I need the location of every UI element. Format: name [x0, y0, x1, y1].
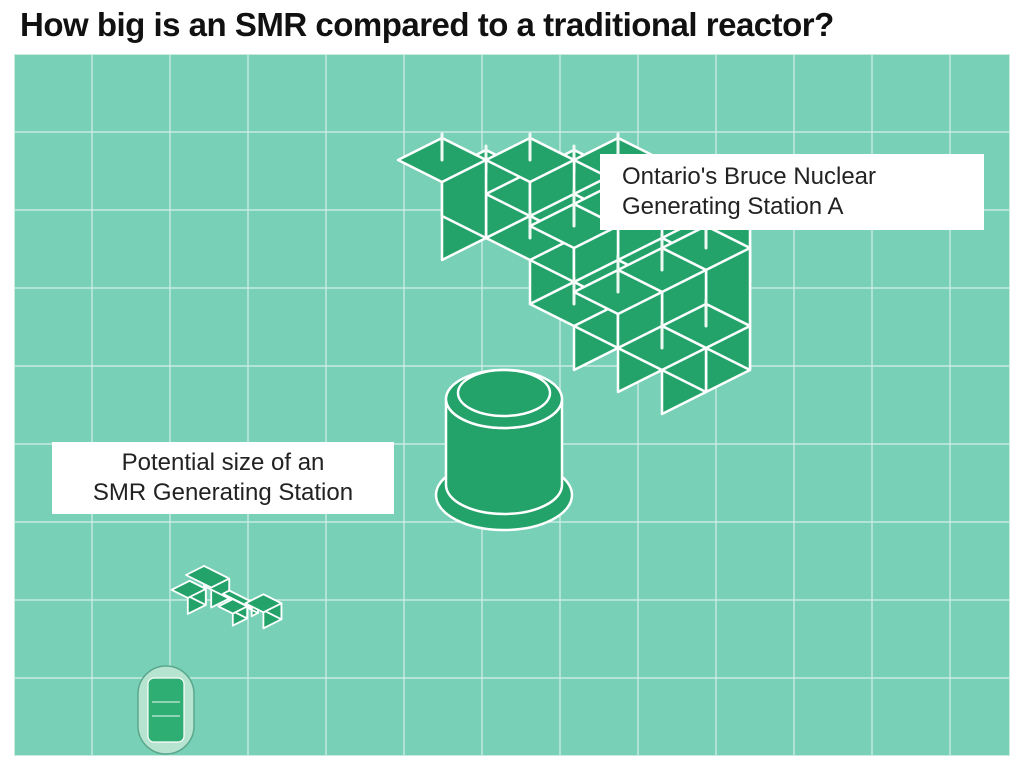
- label-bruce-line1: Ontario's Bruce Nuclear: [622, 163, 876, 190]
- label-smr: Potential size of an SMR Generating Stat…: [52, 442, 394, 514]
- label-smr-line1: Potential size of an: [122, 449, 325, 476]
- label-smr-line2: SMR Generating Station: [93, 479, 353, 506]
- label-bruce: Ontario's Bruce Nuclear Generating Stati…: [600, 154, 984, 230]
- page-title: How big is an SMR compared to a traditio…: [20, 6, 834, 44]
- label-bruce-line2: Generating Station A: [622, 193, 843, 220]
